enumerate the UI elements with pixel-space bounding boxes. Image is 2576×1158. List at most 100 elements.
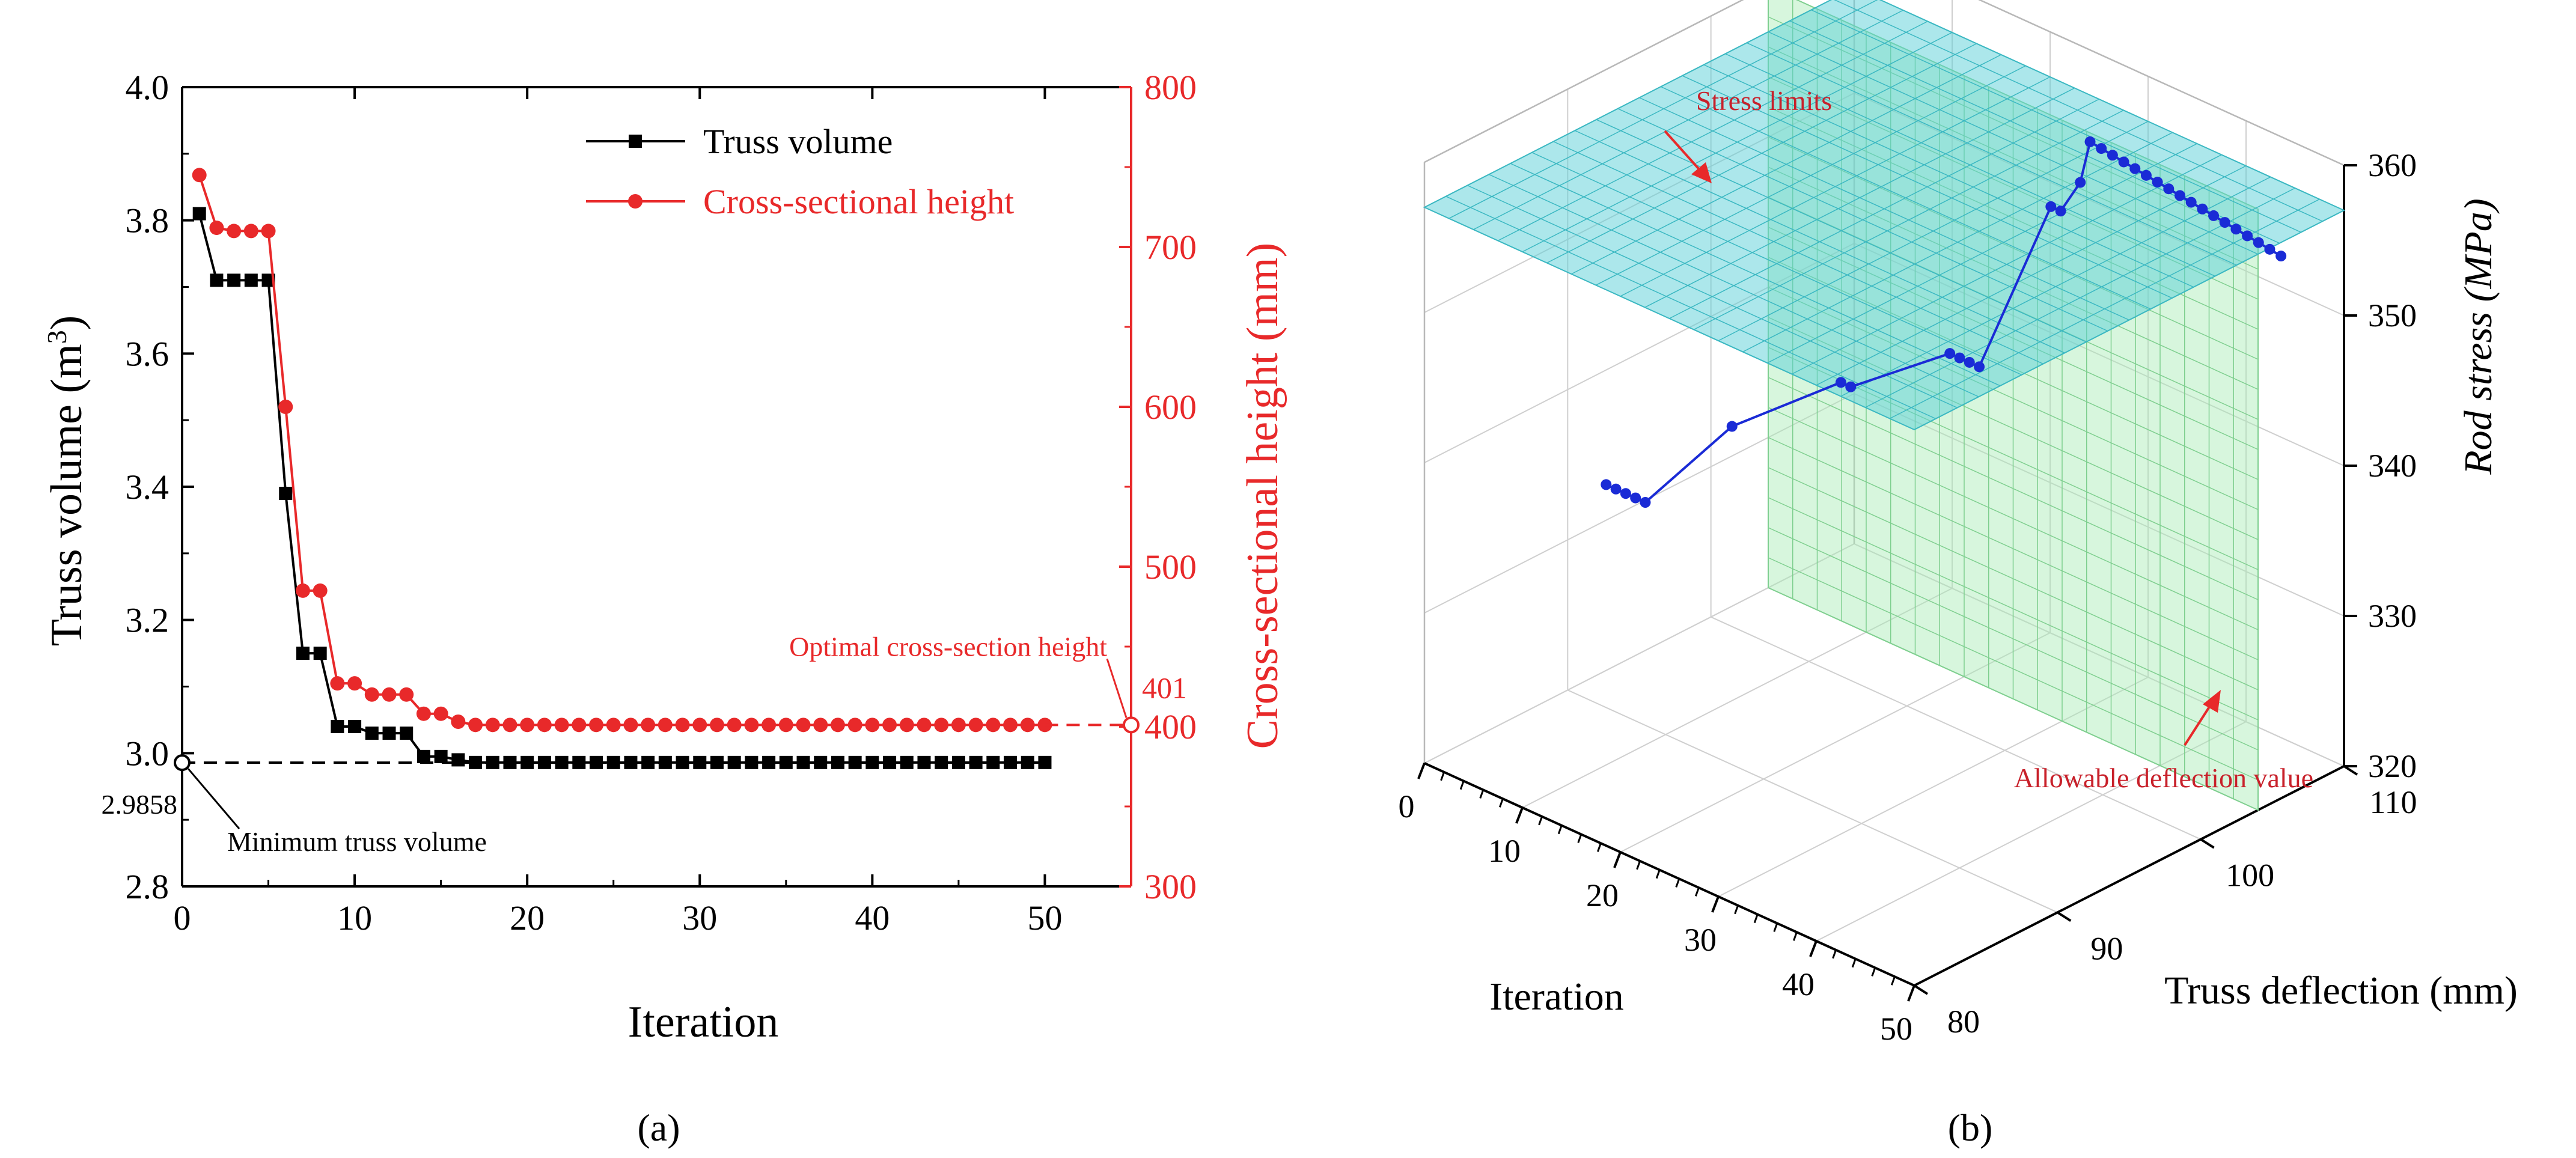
panel-b-data-point: [1640, 497, 1651, 508]
panel-a-caption: (a): [637, 1106, 680, 1149]
panel-a-volume-point: [865, 755, 879, 769]
panel-a-height-point: [227, 224, 242, 239]
panel-b-stress-limits-label: Stress limits: [1696, 85, 1832, 116]
panel-a-height-point: [589, 718, 604, 733]
panel-a-height-point: [899, 718, 914, 733]
panel-b-x-tick: [1515, 807, 1524, 824]
panel-b-deflection-plane-mesh: [1768, 437, 2259, 660]
panel-b-x-minor-tick: [1557, 825, 1563, 835]
panel-b-y-tick-label: 80: [1947, 1004, 1980, 1040]
panel-a-height-point: [347, 676, 362, 691]
panel-a-height-point: [502, 718, 517, 733]
panel-b-x-minor-tick: [1694, 887, 1700, 897]
panel-a-volume-point: [279, 487, 293, 501]
panel-b-stress-plane-mesh: [1488, 174, 1979, 397]
panel-a-height-point: [641, 718, 656, 733]
panel-b-data-point: [1845, 381, 1857, 392]
panel-a-x-tick-label: 10: [337, 898, 372, 937]
panel-a-volume-point: [951, 755, 965, 769]
panel-a-height-point: [192, 168, 207, 183]
panel-b-y-tick: [2343, 765, 2358, 776]
panel-b-deflection-plane-mesh: [1768, 467, 2259, 690]
panel-a-height-point: [364, 687, 379, 702]
panel-b-x-minor-tick: [1655, 870, 1661, 879]
panel-b-stress-plane-mesh: [1879, 0, 2345, 211]
panel-a-height-point: [692, 718, 707, 733]
panel-b-x-minor-tick: [1792, 931, 1798, 941]
panel-b-y-tick-label: 110: [2370, 784, 2417, 820]
panel-b-data-point: [1620, 488, 1631, 499]
panel-a-legend-label: Truss volume: [703, 122, 893, 161]
panel-a-x-tick-label: 40: [855, 898, 890, 937]
panel-a-volume-point: [210, 273, 224, 287]
panel-a-height-point: [278, 400, 293, 414]
panel-b-y-tick-label: 90: [2090, 930, 2123, 966]
panel-b-floor-gridline: [1718, 677, 2149, 897]
panel-a-height-point: [623, 718, 638, 733]
panel-b-x-minor-tick: [1577, 833, 1583, 843]
panel-a-opt-height-label: Optimal cross-section height: [789, 631, 1107, 662]
panel-a-height-point: [744, 718, 759, 733]
panel-b-floor-gridline: [1711, 616, 2202, 840]
panel-b-data-point: [2264, 243, 2275, 255]
panel-b-x-minor-tick: [1753, 914, 1759, 924]
panel-a-ticks: 0 10 20 30 40 50 2.8 3.0 3.2 3.4 3.6 3.8 4.0 300 400 50…: [126, 68, 1197, 937]
panel-b-stress-plane-mesh: [1553, 141, 2043, 365]
panel-b-stress-plane-mesh: [1510, 163, 2001, 386]
panel-b-y-tick: [1913, 984, 1929, 995]
panel-a-volume-point: [693, 755, 707, 769]
panel-b-deflection-arrow-line: [2184, 702, 2213, 746]
panel-b-stress-plane-mesh: [1445, 196, 1937, 419]
panel-b-stress-plane-mesh: [1467, 184, 1958, 409]
panel-b-x-tick-label: 30: [1684, 922, 1717, 958]
panel-a-volume-point: [796, 755, 810, 769]
panel-a-height-point: [658, 718, 673, 733]
panel-b-z-axis-label-unit: MPa: [2456, 212, 2500, 289]
panel-a-height-point: [847, 718, 862, 733]
panel-b-stress-plane-mesh: [1768, 31, 2259, 255]
panel-a: 0 10 20 30 40 50 2.8 3.0 3.2 3.4 3.6 3.8 4.0 300 400 50…: [41, 68, 1288, 1149]
panel-a-volume-point: [606, 755, 620, 769]
panel-a-volume-point: [969, 755, 983, 769]
panel-a-legend-label: Cross-sectional height: [703, 182, 1014, 221]
panel-b-z-axis-label: Rod stress (MPa): [2456, 198, 2500, 475]
panel-b-x-minor-tick: [1636, 861, 1641, 870]
panel-b-data-point: [2219, 217, 2230, 228]
panel-b-deflection-arrowhead: [2203, 690, 2221, 713]
panel-a-height-point: [243, 224, 258, 239]
panel-a-height-point: [830, 718, 845, 733]
panel-b-data-point: [2275, 251, 2287, 262]
panel-a-opt-height-marker: [1123, 716, 1140, 734]
panel-a-height-point: [416, 706, 431, 721]
panel-b-data-point: [2129, 163, 2141, 174]
panel-a-volume-point: [417, 749, 430, 763]
panel-a-y2-tick-label: 700: [1144, 228, 1197, 267]
panel-a-y-axis-label-sup: 3: [41, 330, 72, 344]
panel-b-box-edge: [1424, 0, 1744, 163]
panel-b-limit-planes: [1423, 0, 2346, 811]
panel-b-stress-plane-mesh: [1617, 108, 2108, 332]
panel-b-y-tick-label: 100: [2226, 858, 2274, 894]
panel-a-height-point: [882, 718, 897, 733]
panel-a-height-point: [1003, 718, 1018, 733]
panel-b-deflection-plane-mesh: [1768, 587, 2259, 811]
panel-a-y-axis-label-text: Truss volume (m: [42, 344, 91, 646]
panel-b-z-axis-label-text: Rod stress (: [2456, 287, 2500, 475]
panel-b-z-tick-label: 330: [2368, 598, 2417, 634]
panel-b-stress-plane-mesh: [1834, 0, 2323, 222]
panel-a-height-point: [295, 583, 310, 598]
panel-a-height-point: [468, 718, 483, 733]
panel-b-data-point: [2140, 169, 2152, 181]
panel-a-y-tick-label: 3.8: [126, 201, 169, 240]
panel-a-volume-point: [227, 273, 241, 287]
panel-a-volume-point: [537, 755, 551, 769]
panel-a-y-tick-label: 2.8: [126, 867, 169, 906]
panel-b-z-axis-label-close: ): [2456, 198, 2500, 214]
panel-a-min-volume-value: 2.9858: [102, 789, 178, 820]
panel-a-series-line-volume: [198, 213, 1045, 764]
panel-a-y-tick-label: 4.0: [126, 68, 169, 107]
panel-a-height-point: [675, 718, 690, 733]
panel-b-x-minor-tick: [1851, 958, 1857, 968]
panel-b-deflection-label: Allowable deflection value: [2014, 763, 2313, 793]
